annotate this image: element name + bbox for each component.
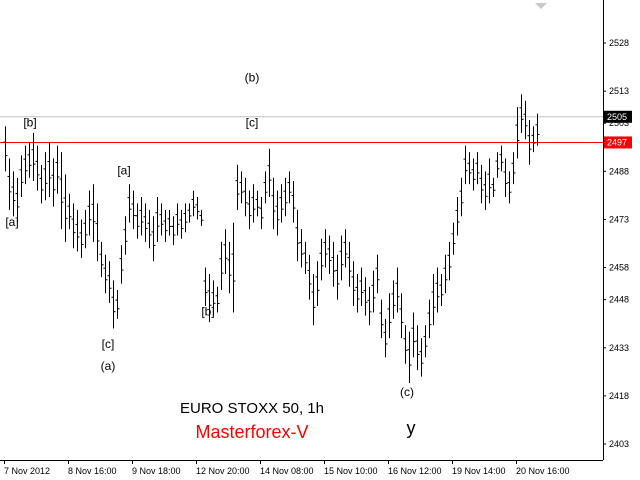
x-tick-label: 14 Nov 08:00	[260, 466, 314, 476]
axes	[0, 0, 604, 461]
wave-annotation: [c]	[246, 115, 259, 129]
x-tick-label: 20 Nov 16:00	[516, 466, 570, 476]
y-tick-label: 2458	[609, 263, 629, 273]
y-tick-label: 2488	[609, 166, 629, 176]
x-tick-label: 7 Nov 2012	[4, 466, 50, 476]
y-tick-label: 2433	[609, 343, 629, 353]
wave-annotation: [c]	[102, 337, 115, 351]
level-tag-label: 2505	[607, 112, 627, 122]
level-tag-bg	[604, 110, 632, 123]
x-tick-label: 16 Nov 12:00	[388, 466, 442, 476]
chart-title: EURO STOXX 50, 1h	[180, 400, 324, 417]
level-tag-bg	[604, 136, 632, 149]
x-tick-label: 8 Nov 16:00	[68, 466, 117, 476]
y-tick-label: 2448	[609, 295, 629, 305]
y-tick-label: 2513	[609, 86, 629, 96]
y-tick-label: 2473	[609, 214, 629, 224]
wave-annotation: (b)	[245, 70, 260, 84]
y-tick-label: 2528	[609, 38, 629, 48]
wave-annotation: [b]	[201, 305, 214, 319]
y-tick-label: 2503	[609, 118, 629, 128]
scroll-marker-icon[interactable]	[535, 3, 547, 9]
wave-annotation: (a)	[101, 359, 116, 373]
x-tick-label: 9 Nov 18:00	[132, 466, 181, 476]
level-tag-label: 2497	[607, 137, 627, 147]
y-tick-label: 2403	[609, 439, 629, 449]
wave-annotation: [a]	[117, 164, 130, 178]
wave-annotation: (c)	[400, 385, 414, 399]
ohlc-bars	[3, 94, 540, 384]
wave-label-y: y	[407, 418, 416, 438]
wave-annotation: [b]	[23, 115, 36, 129]
wave-annotations: [a] [b] [c] (a) [a] [b] (b) [c] (c)	[5, 70, 414, 398]
tick-labels: 2528 2513 2503 2488 2473 2458 2448 2433 2418 2403…	[4, 38, 632, 476]
x-tick-label: 15 Nov 10:00	[324, 466, 378, 476]
price-levels	[0, 116, 603, 143]
y-tick-label: 2418	[609, 391, 629, 401]
x-tick-label: 12 Nov 20:00	[196, 466, 250, 476]
wave-annotation: [a]	[5, 215, 18, 229]
x-tick-label: 19 Nov 14:00	[452, 466, 506, 476]
chart-subtitle: Masterforex-V	[195, 422, 308, 442]
